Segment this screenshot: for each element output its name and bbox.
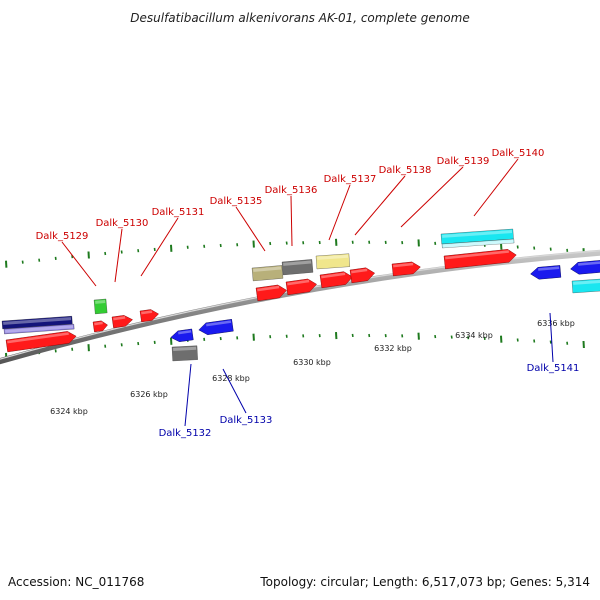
gene-label-dalk-5130[interactable]: Dalk_5130	[96, 218, 149, 229]
scale-label: 6326 kbp	[130, 390, 168, 399]
scale-label: 6330 kbp	[293, 358, 331, 367]
gene-dalk-5130-arrow	[92, 320, 108, 333]
scale-label: 6324 kbp	[50, 407, 88, 416]
gene-label-dalk-5139[interactable]: Dalk_5139	[437, 156, 490, 167]
gene-label-dalk-5136[interactable]: Dalk_5136	[265, 185, 318, 196]
gray-feature-lower	[171, 345, 198, 362]
cyan-feature-light	[441, 238, 515, 249]
label-leader-lines	[61, 158, 554, 427]
scale-label: 6336 kbp	[537, 319, 575, 328]
map-title: Desulfatibacillum alkenivorans AK-01, co…	[130, 11, 469, 25]
cyan-feature	[440, 228, 514, 245]
accession-text: Accession: NC_011768	[8, 575, 144, 589]
gene-label-dalk-5132[interactable]: Dalk_5132	[159, 428, 212, 439]
lavender-feature	[3, 323, 75, 335]
scale-label: 6328 kbp	[212, 374, 250, 383]
gene-dalk-5140-arrow	[443, 249, 517, 270]
gene-dalk-5138-arrow	[349, 267, 375, 284]
gene-dalk-5135-arrow	[255, 284, 287, 302]
gene-dalk-5129-arrow	[5, 331, 77, 353]
gene-label-dalk-5138[interactable]: Dalk_5138	[379, 165, 432, 176]
gene-dalk-5131-arrow	[111, 315, 133, 329]
gene-label-dalk-5133[interactable]: Dalk_5133	[220, 415, 273, 426]
scale-labels: 6324 kbp 6326 kbp 6328 kbp 6330 kbp 6332…	[50, 319, 575, 416]
gene-label-dalk-5137[interactable]: Dalk_5137	[324, 174, 377, 185]
gene-features	[1, 228, 600, 362]
gene-dalk-5139-arrow	[391, 261, 421, 277]
gray-feature-upper	[281, 259, 314, 276]
gene-label-dalk-5140[interactable]: Dalk_5140	[492, 148, 545, 159]
gene-dalk-5133-arrow	[198, 319, 234, 335]
cyan-feature-right	[571, 278, 600, 294]
gene-dalk-5141-arrow	[530, 265, 562, 280]
gene-dalk-5132-arrow	[170, 328, 194, 342]
gene-small-arrow	[139, 309, 159, 323]
gene-labels: Dalk_5129 Dalk_5130 Dalk_5131 Dalk_5135 …	[36, 148, 580, 439]
green-feature	[93, 298, 108, 315]
gene-label-dalk-5131[interactable]: Dalk_5131	[152, 207, 205, 218]
gene-dalk-5137-arrow	[319, 271, 353, 289]
topology-text: Topology: circular; Length: 6,517,073 bp…	[259, 575, 590, 589]
khaki-feature	[251, 265, 284, 282]
gene-dalk-5136-arrow	[285, 278, 317, 296]
scale-label: 6334 kbp	[455, 331, 493, 340]
scale-label: 6332 kbp	[374, 344, 412, 353]
gene-label-dalk-5129[interactable]: Dalk_5129	[36, 231, 89, 242]
gene-label-dalk-5135[interactable]: Dalk_5135	[210, 196, 263, 207]
gene-label-dalk-5141[interactable]: Dalk_5141	[527, 363, 580, 374]
cream-feature	[315, 253, 350, 270]
gene-right-reverse-arrow	[570, 259, 600, 275]
